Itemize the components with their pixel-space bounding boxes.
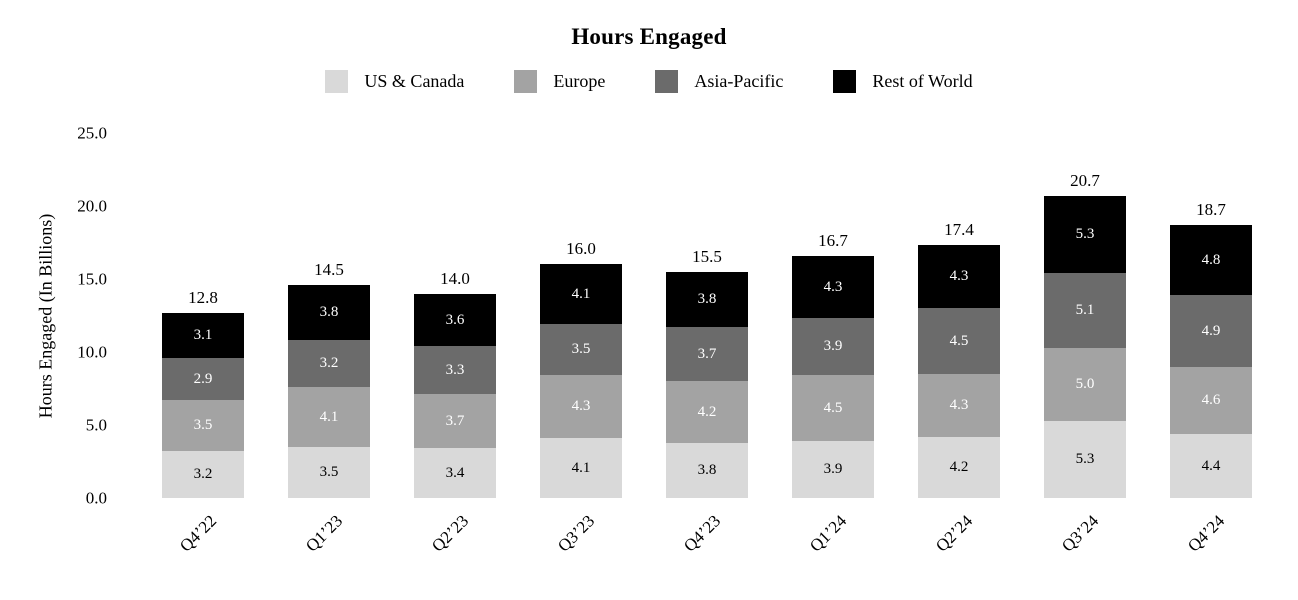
bar-segment-rest-of-world-q4-24: 4.8	[1170, 225, 1252, 295]
legend-item-us-canada: US & Canada	[325, 70, 464, 93]
y-axis-tick-label: 10.0	[77, 342, 107, 362]
bar-segment-asia-pacific-q1-23: 3.2	[288, 340, 370, 387]
x-axis-tick-label-q1-24: Q1’24	[805, 511, 850, 556]
legend-label-us-canada: US & Canada	[364, 71, 465, 91]
bar-segment-europe-q4-24: 4.6	[1170, 367, 1252, 434]
bar-segment-us-canada-q2-23: 3.4	[414, 448, 496, 498]
bar-segment-asia-pacific-q2-23: 3.3	[414, 346, 496, 394]
x-axis-tick-label-q4-23: Q4’23	[679, 511, 724, 556]
y-axis-tick-label: 0.0	[85, 488, 107, 508]
x-axis-tick-label-q3-24: Q3’24	[1057, 511, 1102, 556]
bar-segment-asia-pacific-q3-23: 3.5	[540, 324, 622, 375]
bar-segment-europe-q4-23: 4.2	[666, 381, 748, 443]
y-axis-tick-label: 5.0	[85, 415, 107, 435]
bar-segment-rest-of-world-q4-22: 3.1	[162, 313, 244, 358]
bar-segment-europe-q2-23: 3.7	[414, 394, 496, 448]
bar-segment-us-canada-q4-23: 3.8	[666, 443, 748, 498]
bar-total-label-q1-23: 14.5	[314, 260, 344, 279]
bar-total-label-q4-24: 18.7	[1196, 200, 1226, 219]
bar-total-label-q3-24: 20.7	[1070, 171, 1100, 190]
legend-swatch-europe	[514, 70, 538, 93]
x-axis-tick-label-q4-24: Q4’24	[1183, 511, 1228, 556]
bar-segment-us-canada-q4-22: 3.2	[162, 451, 244, 498]
bar-segment-asia-pacific-q2-24: 4.5	[918, 308, 1000, 374]
bar-segment-europe-q4-22: 3.5	[162, 400, 244, 451]
legend-swatch-asia-pacific	[655, 70, 679, 93]
bar-segment-rest-of-world-q2-24: 4.3	[918, 245, 1000, 308]
y-axis-tick-label: 25.0	[77, 123, 107, 143]
bar-segment-europe-q3-24: 5.0	[1044, 348, 1126, 421]
bar-segment-europe-q1-24: 4.5	[792, 375, 874, 441]
bar-segment-rest-of-world-q4-23: 3.8	[666, 272, 748, 327]
bar-segment-rest-of-world-q1-24: 4.3	[792, 256, 874, 318]
legend-label-rest-of-world: Rest of World	[872, 71, 973, 91]
bar-segment-us-canada-q4-24: 4.4	[1170, 434, 1252, 498]
bar-segment-asia-pacific-q4-24: 4.9	[1170, 295, 1252, 367]
bar-segment-us-canada-q3-24: 5.3	[1044, 421, 1126, 498]
bar-segment-rest-of-world-q2-23: 3.6	[414, 294, 496, 346]
x-axis-tick-label-q1-23: Q1’23	[301, 511, 346, 556]
bar-segment-europe-q3-23: 4.3	[540, 375, 622, 438]
bar-segment-us-canada-q1-24: 3.9	[792, 441, 874, 498]
y-axis-tick-label: 15.0	[77, 269, 107, 289]
x-axis-tick-label-q4-22: Q4’22	[175, 511, 220, 556]
x-axis-tick-label-q3-23: Q3’23	[553, 511, 598, 556]
bar-total-label-q4-23: 15.5	[692, 247, 722, 266]
chart-title: Hours Engaged	[571, 24, 727, 49]
y-axis-tick-label: 20.0	[77, 196, 107, 216]
bar-segment-us-canada-q2-24: 4.2	[918, 437, 1000, 498]
legend-label-asia-pacific: Asia-Pacific	[694, 71, 784, 91]
bar-total-label-q2-23: 14.0	[440, 269, 470, 288]
legend-item-rest-of-world: Rest of World	[833, 70, 973, 93]
bar-segment-europe-q1-23: 4.1	[288, 387, 370, 447]
bar-total-label-q2-24: 17.4	[944, 220, 974, 239]
legend-item-europe: Europe	[514, 70, 605, 93]
legend-swatch-us-canada	[325, 70, 349, 93]
bar-segment-rest-of-world-q3-23: 4.1	[540, 264, 622, 324]
legend: US & Canada Europe Asia-Pacific Rest of Wor…	[0, 70, 1298, 93]
bar-segment-europe-q2-24: 4.3	[918, 374, 1000, 437]
bar-segment-asia-pacific-q4-22: 2.9	[162, 358, 244, 400]
legend-swatch-rest-of-world	[833, 70, 857, 93]
bar-segment-us-canada-q3-23: 4.1	[540, 438, 622, 498]
bar-segment-asia-pacific-q1-24: 3.9	[792, 318, 874, 375]
bar-segment-rest-of-world-q1-23: 3.8	[288, 285, 370, 340]
bar-total-label-q3-23: 16.0	[566, 239, 596, 258]
bar-segment-us-canada-q1-23: 3.5	[288, 447, 370, 498]
bar-segment-asia-pacific-q4-23: 3.7	[666, 327, 748, 381]
x-axis-tick-label-q2-23: Q2’23	[427, 511, 472, 556]
bar-segment-rest-of-world-q3-24: 5.3	[1044, 196, 1126, 273]
y-axis-title: Hours Engaged (In Billions)	[35, 213, 56, 419]
bar-total-label-q4-22: 12.8	[188, 288, 218, 307]
bar-segment-asia-pacific-q3-24: 5.1	[1044, 273, 1126, 348]
bar-total-label-q1-24: 16.7	[818, 231, 848, 250]
legend-label-europe: Europe	[553, 71, 606, 91]
x-axis-tick-label-q2-24: Q2’24	[931, 511, 976, 556]
legend-item-asia-pacific: Asia-Pacific	[655, 70, 783, 93]
